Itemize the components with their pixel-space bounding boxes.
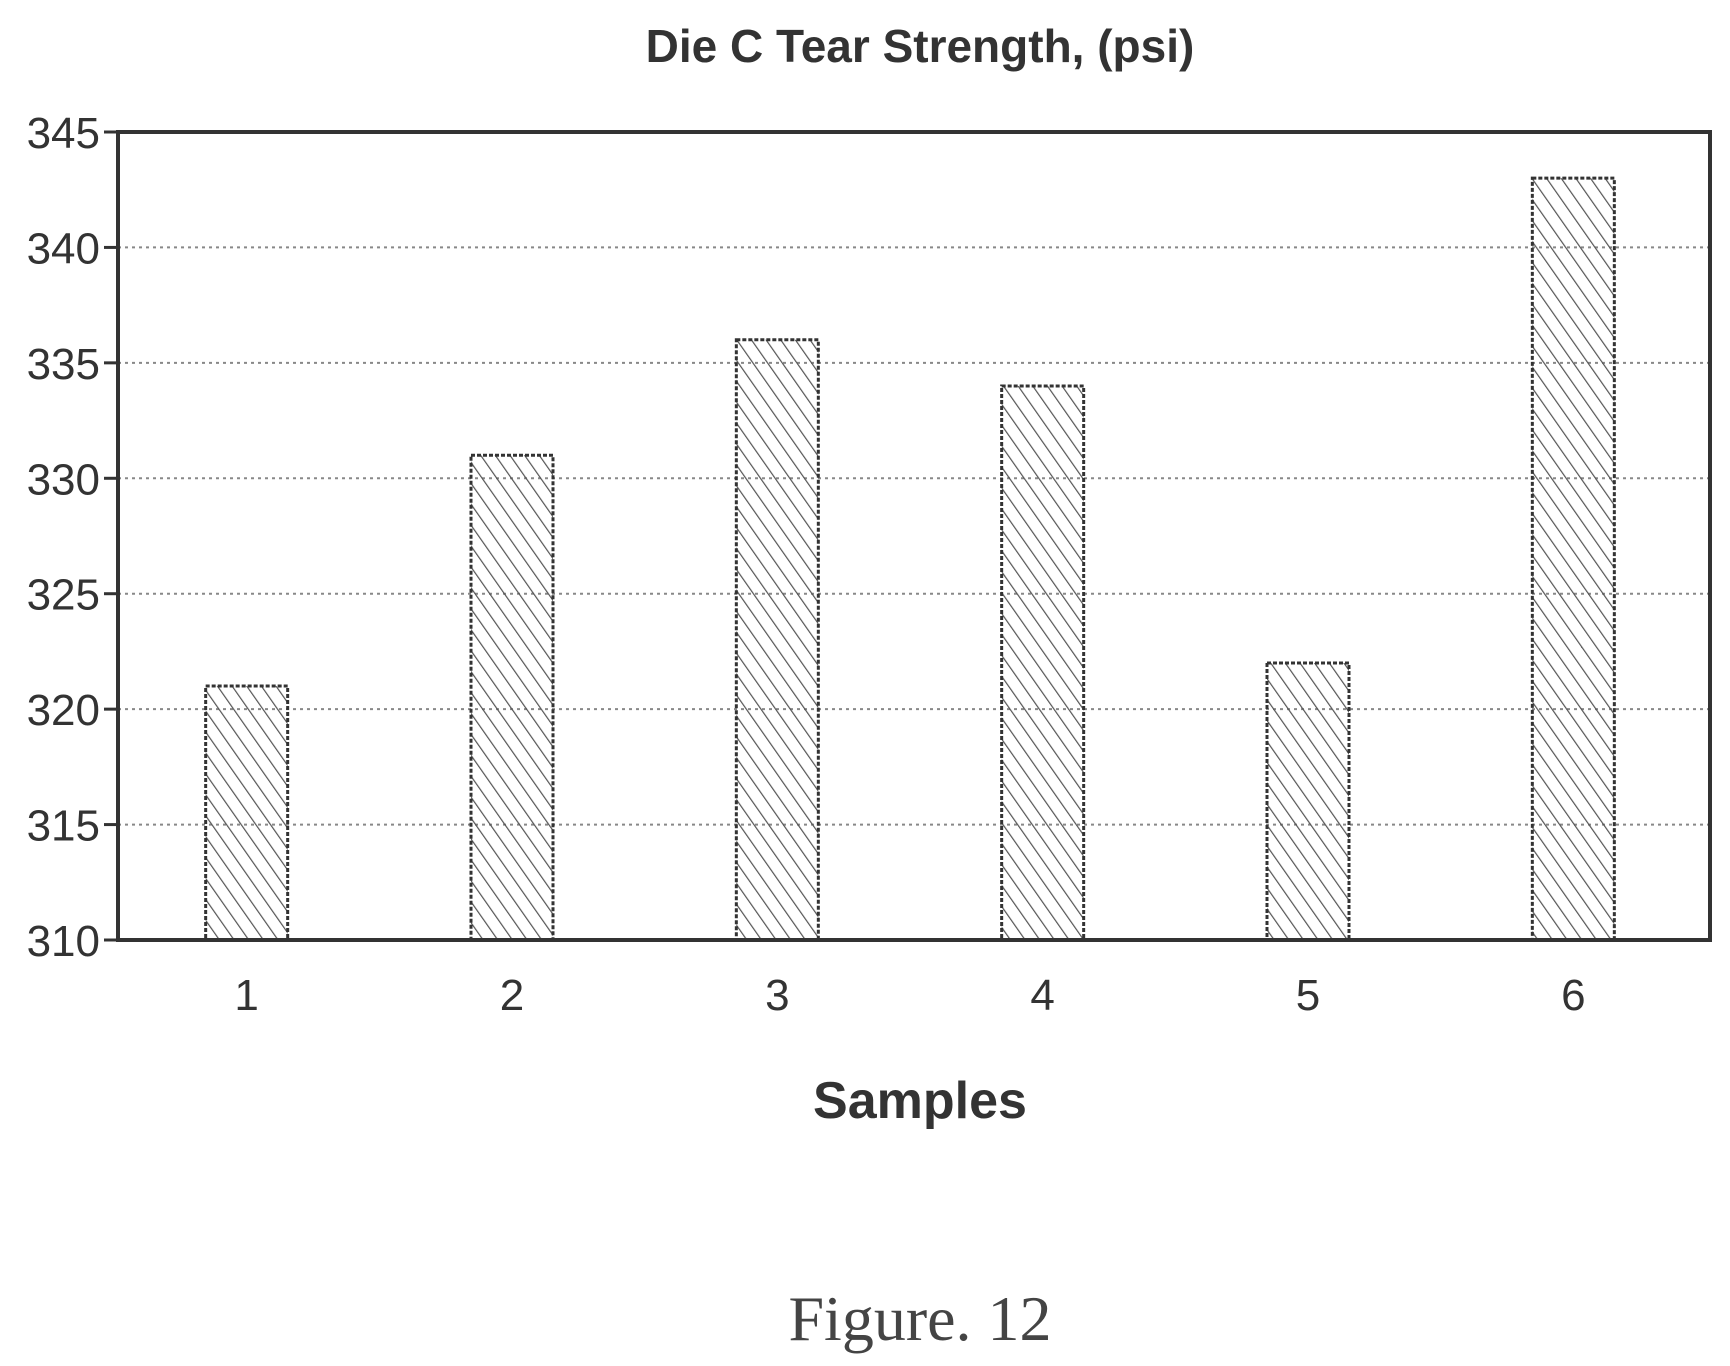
x-tick-label: 3	[765, 971, 789, 1020]
figure-caption: Figure. 12	[788, 1283, 1051, 1354]
bar-sample-1	[204, 684, 290, 942]
y-tick-label: 315	[27, 802, 100, 851]
bars	[204, 176, 1616, 942]
x-tick-label: 5	[1296, 971, 1320, 1020]
y-axis-ticks: 310 315 320 325 330 335 340 345	[27, 109, 118, 966]
x-axis-label: Samples	[813, 1072, 1027, 1130]
y-tick-label: 330	[27, 455, 100, 504]
bar-sample-3	[734, 338, 820, 942]
y-tick-label: 325	[27, 571, 100, 620]
y-tick-label: 340	[27, 224, 100, 273]
y-tick-label: 310	[27, 917, 100, 966]
x-tick-label: 2	[500, 971, 524, 1020]
x-axis-ticks: 1 2 3 4 5 6	[234, 971, 1585, 1020]
x-tick-label: 4	[1030, 971, 1054, 1020]
plot-frame	[116, 130, 1712, 942]
bar-sample-2	[469, 453, 555, 942]
y-tick-label: 335	[27, 340, 100, 389]
y-tick-label: 320	[27, 686, 100, 735]
bar-sample-5	[1265, 661, 1351, 942]
bar-sample-6	[1530, 176, 1616, 942]
x-tick-label: 6	[1561, 971, 1585, 1020]
grid-lines	[118, 246, 1710, 826]
bar-sample-4	[1000, 384, 1086, 942]
x-tick-label: 1	[234, 971, 258, 1020]
y-tick-label: 345	[27, 109, 100, 158]
chart-title: Die C Tear Strength, (psi)	[646, 20, 1195, 72]
